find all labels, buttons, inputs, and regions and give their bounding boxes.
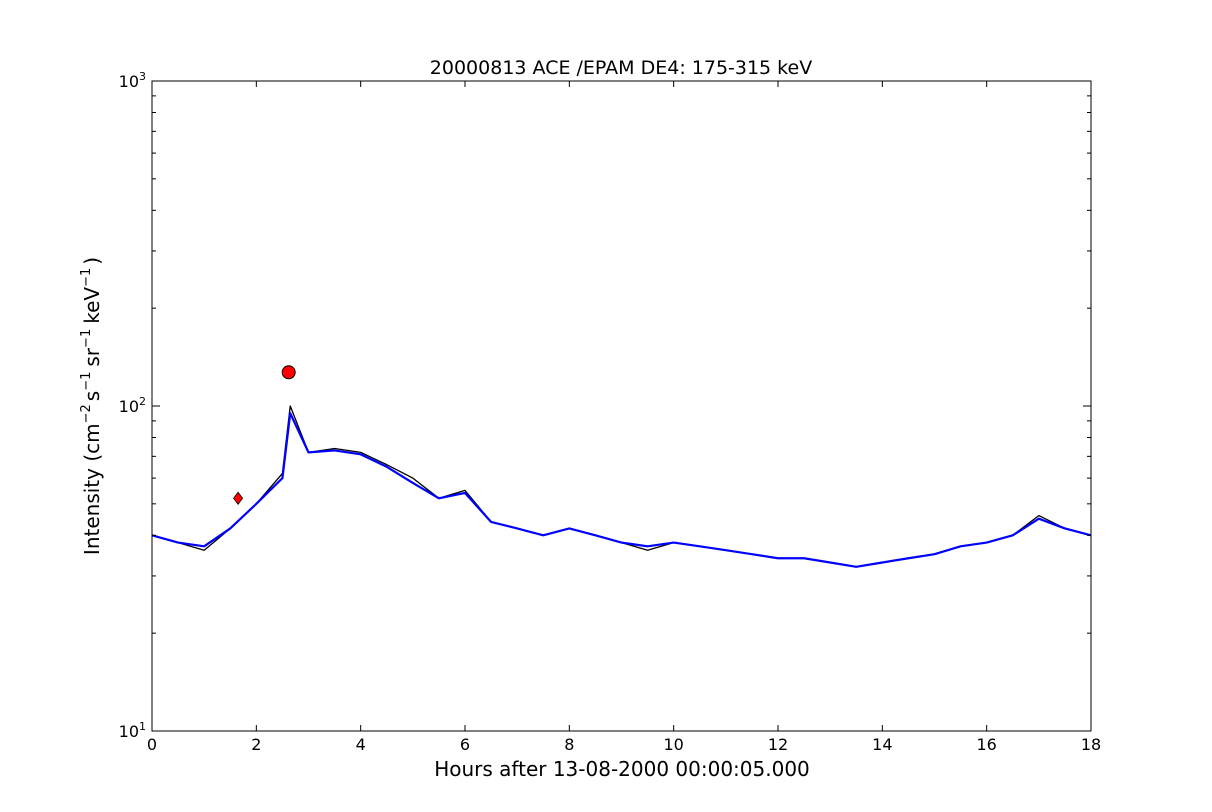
x-tick-label: 6 [460, 735, 470, 754]
y-axis-title-s: s [80, 391, 104, 401]
y-axis-title-sup3: −1 [79, 329, 94, 348]
x-tick-label: 18 [1081, 735, 1101, 754]
y-axis-title-close: ) [80, 257, 104, 265]
y-axis-title-sup2: −1 [79, 372, 94, 391]
x-tick-label: 16 [976, 735, 996, 754]
y-axis-title-sr: sr [80, 347, 104, 366]
plot-frame [151, 80, 1092, 732]
onset-marker [233, 491, 244, 505]
marker-layer [233, 365, 296, 505]
y-axis-ticks: 101 102 103 [119, 70, 1091, 741]
x-tick-label: 2 [251, 735, 261, 754]
x-tick-label: 4 [356, 735, 366, 754]
x-tick-label: 8 [564, 735, 574, 754]
y-axis-title-base: Intensity (cm [80, 423, 104, 555]
x-axis-ticks: 0 2 4 6 8 10 12 14 16 18 [147, 81, 1101, 754]
x-tick-label: 10 [663, 735, 683, 754]
y-axis-title-sup1: −2 [79, 404, 94, 423]
series-line-2 [151, 412, 1092, 568]
x-tick-label: 0 [147, 735, 157, 754]
series-layer [151, 405, 1092, 568]
y-tick-label: 102 [119, 395, 146, 416]
y-axis-title-kev: keV [80, 287, 104, 324]
y-axis-title-sup4: −1 [79, 268, 94, 287]
x-tick-label: 12 [768, 735, 788, 754]
y-axis-title: Intensity (cm−2s−1sr−1keV−1) [79, 257, 104, 555]
x-axis-title: Hours after 13-08-2000 00:00:05.000 [434, 757, 810, 781]
peak-marker [281, 365, 296, 380]
y-tick-label: 103 [119, 70, 146, 91]
y-tick-label: 101 [119, 720, 146, 741]
chart-title: 20000813 ACE /EPAM DE4: 175-315 keV [430, 57, 812, 79]
x-tick-label: 14 [872, 735, 892, 754]
